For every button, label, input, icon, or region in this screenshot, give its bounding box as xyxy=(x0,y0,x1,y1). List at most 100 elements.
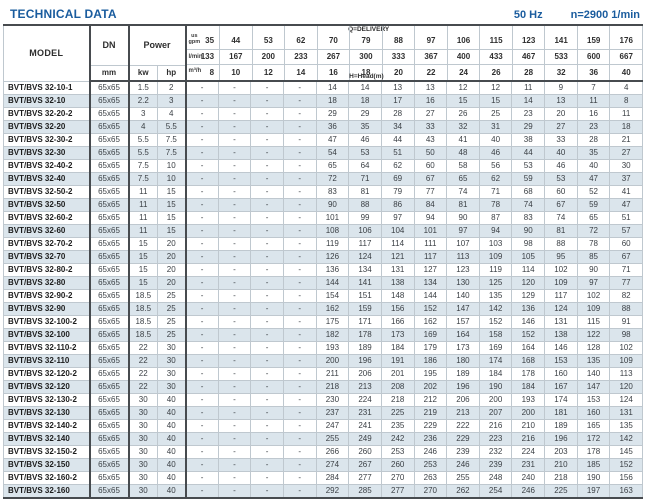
head-value-cell: 162 xyxy=(315,302,350,316)
delivery-head-value: 20 xyxy=(381,65,415,80)
model-cell: BVT/BVS 32-70-2 xyxy=(3,237,91,251)
kw-cell: 18.5 xyxy=(128,328,158,342)
head-value-cell: - xyxy=(250,250,284,264)
head-value-cell: 86 xyxy=(380,198,415,212)
hp-cell: 20 xyxy=(156,250,187,264)
head-value-cell: 179 xyxy=(413,341,448,355)
dn-cell: 65x65 xyxy=(89,146,130,160)
us-label: us xyxy=(191,33,198,40)
head-value-cell: 140 xyxy=(576,367,611,381)
table-row: BVT/BVS 32-80-2 65x65 15 20- - - -136 134 131 127… xyxy=(3,263,643,277)
head-value-cell: - xyxy=(217,107,252,121)
head-value-cell: - xyxy=(250,302,284,316)
head-value-cell: - xyxy=(185,107,219,121)
delivery-head-value: 22 xyxy=(414,65,447,80)
head-value-cell: 242 xyxy=(380,432,415,446)
dn-cell: 65x65 xyxy=(89,159,130,173)
head-value-cell: - xyxy=(217,419,252,433)
head-value-cell: 157 xyxy=(446,315,480,329)
model-cell: BVT/BVS 32-120-2 xyxy=(3,367,91,381)
head-value-cell: - xyxy=(250,94,284,108)
head-value-cell: 224 xyxy=(511,445,546,459)
kw-cell: 15 xyxy=(128,250,158,264)
head-value-cell: 60 xyxy=(413,159,448,173)
head-value-cell: - xyxy=(217,432,252,446)
model-cell: BVT/BVS 32-110-2 xyxy=(3,341,91,355)
hp-cell: 10 xyxy=(156,159,187,173)
dn-cell: 65x65 xyxy=(89,94,130,108)
delivery-head-value: 35 xyxy=(205,36,215,45)
model-cell: BVT/BVS 32-30 xyxy=(3,146,91,160)
head-value-cell: 136 xyxy=(511,302,546,316)
head-value-cell: - xyxy=(282,445,317,459)
lmin-unit-label: l/min xyxy=(188,54,203,60)
head-value-cell: 83 xyxy=(315,185,350,199)
head-value-cell: 167 xyxy=(544,380,578,394)
head-value-cell: 270 xyxy=(413,484,448,499)
head-value-cell: 218 xyxy=(380,393,415,407)
kw-cell: 18.5 xyxy=(128,289,158,303)
head-value-cell: 38 xyxy=(511,133,546,147)
head-value-cell: - xyxy=(250,276,284,290)
table-row: BVT/BVS 32-50-2 65x65 11 15- - - -83 81 79 77 74 71… xyxy=(3,185,643,199)
dn-cell: 65x65 xyxy=(89,406,130,420)
head-value-cell: 8 xyxy=(609,94,643,108)
hp-cell: 40 xyxy=(156,471,187,485)
head-value-cell: 285 xyxy=(348,484,382,499)
head-value-cell: - xyxy=(185,484,219,499)
kw-cell: 5.5 xyxy=(128,146,158,160)
delivery-head-value: 36 xyxy=(576,65,610,80)
dn-cell: 65x65 xyxy=(89,263,130,277)
head-value-cell: 173 xyxy=(380,328,415,342)
head-value-cell: 126 xyxy=(315,250,350,264)
head-value-cell: - xyxy=(282,250,317,264)
kw-cell: 15 xyxy=(128,263,158,277)
head-value-cell: 34 xyxy=(380,120,415,134)
head-value-cell: 239 xyxy=(446,445,480,459)
head-value-cell: 78 xyxy=(576,237,611,251)
head-value-cell: 14 xyxy=(511,94,546,108)
table-row: BVT/BVS 32-150 65x65 30 40- - - -274 267 260 253 2… xyxy=(3,458,643,472)
head-value-cell: - xyxy=(282,159,317,173)
head-value-cell: - xyxy=(250,419,284,433)
head-value-cell: 152 xyxy=(511,328,546,342)
model-cell: BVT/BVS 32-100-2 xyxy=(3,315,91,329)
model-cell: BVT/BVS 32-150 xyxy=(3,458,91,472)
kw-cell: 11 xyxy=(128,224,158,238)
head-value-cell: 142 xyxy=(609,432,643,446)
hp-cell: 40 xyxy=(156,484,187,499)
head-value-cell: 206 xyxy=(446,393,480,407)
head-value-cell: 83 xyxy=(511,211,546,225)
dn-cell: 65x65 xyxy=(89,484,130,499)
head-value-cell: 103 xyxy=(478,237,513,251)
head-value-cell: - xyxy=(217,367,252,381)
technical-data-table: MODEL DN Power Q=DELIVERY 35 44 53 62 70 79 88… xyxy=(3,24,643,499)
hp-cell: 30 xyxy=(156,367,187,381)
head-value-cell: 40 xyxy=(544,146,578,160)
head-value-cell: 113 xyxy=(609,367,643,381)
head-value-cell: - xyxy=(250,263,284,277)
head-value-cell: - xyxy=(185,302,219,316)
head-value-cell: 130 xyxy=(446,276,480,290)
head-value-cell: - xyxy=(282,328,317,342)
head-value-cell: 115 xyxy=(576,315,611,329)
head-value-cell: - xyxy=(217,328,252,342)
head-value-cell: 47 xyxy=(609,198,643,212)
head-value-cell: 79 xyxy=(380,185,415,199)
head-value-cell: 90 xyxy=(511,224,546,238)
delivery-lmin-row: 133 167 200 233 267 300 333 367 400 433 467 533 600 6… xyxy=(186,50,642,65)
head-value-cell: 193 xyxy=(315,341,350,355)
head-value-cell: - xyxy=(185,185,219,199)
head-value-cell: 151 xyxy=(348,289,382,303)
head-value-cell: 104 xyxy=(380,224,415,238)
head-value-cell: 158 xyxy=(478,328,513,342)
head-value-cell: 71 xyxy=(609,263,643,277)
head-value-cell: 16 xyxy=(413,94,448,108)
delivery-header: Q=DELIVERY 35 44 53 62 70 79 88 97 106 115 123 141 1… xyxy=(186,26,642,80)
head-value-cell: 27 xyxy=(544,120,578,134)
head-value-cell: 26 xyxy=(446,107,480,121)
head-value-cell: 266 xyxy=(315,445,350,459)
head-value-cell: 152 xyxy=(413,302,448,316)
head-value-cell: 74 xyxy=(544,211,578,225)
model-cell: BVT/BVS 32-90 xyxy=(3,302,91,316)
